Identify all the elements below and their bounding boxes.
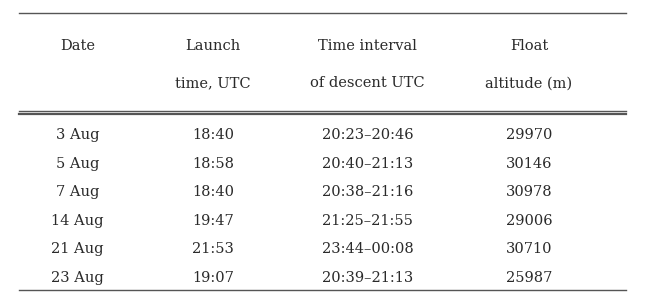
Text: 18:40: 18:40 — [192, 185, 234, 199]
Text: Launch: Launch — [185, 39, 241, 53]
Text: 19:47: 19:47 — [192, 214, 233, 228]
Text: 19:07: 19:07 — [192, 271, 233, 285]
Text: 29006: 29006 — [506, 214, 552, 228]
Text: 20:40–21:13: 20:40–21:13 — [322, 157, 413, 171]
Text: 5 Aug: 5 Aug — [55, 157, 99, 171]
Text: 30978: 30978 — [506, 185, 552, 199]
Text: 18:40: 18:40 — [192, 128, 234, 142]
Text: 21:25–21:55: 21:25–21:55 — [322, 214, 413, 228]
Text: 7 Aug: 7 Aug — [55, 185, 99, 199]
Text: 30146: 30146 — [506, 157, 552, 171]
Text: 18:58: 18:58 — [192, 157, 234, 171]
Text: 30710: 30710 — [506, 242, 552, 256]
Text: 3 Aug: 3 Aug — [55, 128, 99, 142]
Text: 23:44–00:08: 23:44–00:08 — [322, 242, 413, 256]
Text: 20:38–21:16: 20:38–21:16 — [322, 185, 413, 199]
Text: 21:53: 21:53 — [192, 242, 233, 256]
Text: Time interval: Time interval — [318, 39, 417, 53]
Text: altitude (m): altitude (m) — [485, 76, 573, 90]
Text: 25987: 25987 — [506, 271, 552, 285]
Text: 29970: 29970 — [506, 128, 552, 142]
Text: 23 Aug: 23 Aug — [51, 271, 104, 285]
Text: Date: Date — [60, 39, 95, 53]
Text: 21 Aug: 21 Aug — [51, 242, 104, 256]
Text: 14 Aug: 14 Aug — [51, 214, 104, 228]
Text: Float: Float — [510, 39, 548, 53]
Text: 20:39–21:13: 20:39–21:13 — [322, 271, 413, 285]
Text: 20:23–20:46: 20:23–20:46 — [322, 128, 413, 142]
Text: of descent UTC: of descent UTC — [310, 76, 425, 90]
Text: time, UTC: time, UTC — [175, 76, 251, 90]
